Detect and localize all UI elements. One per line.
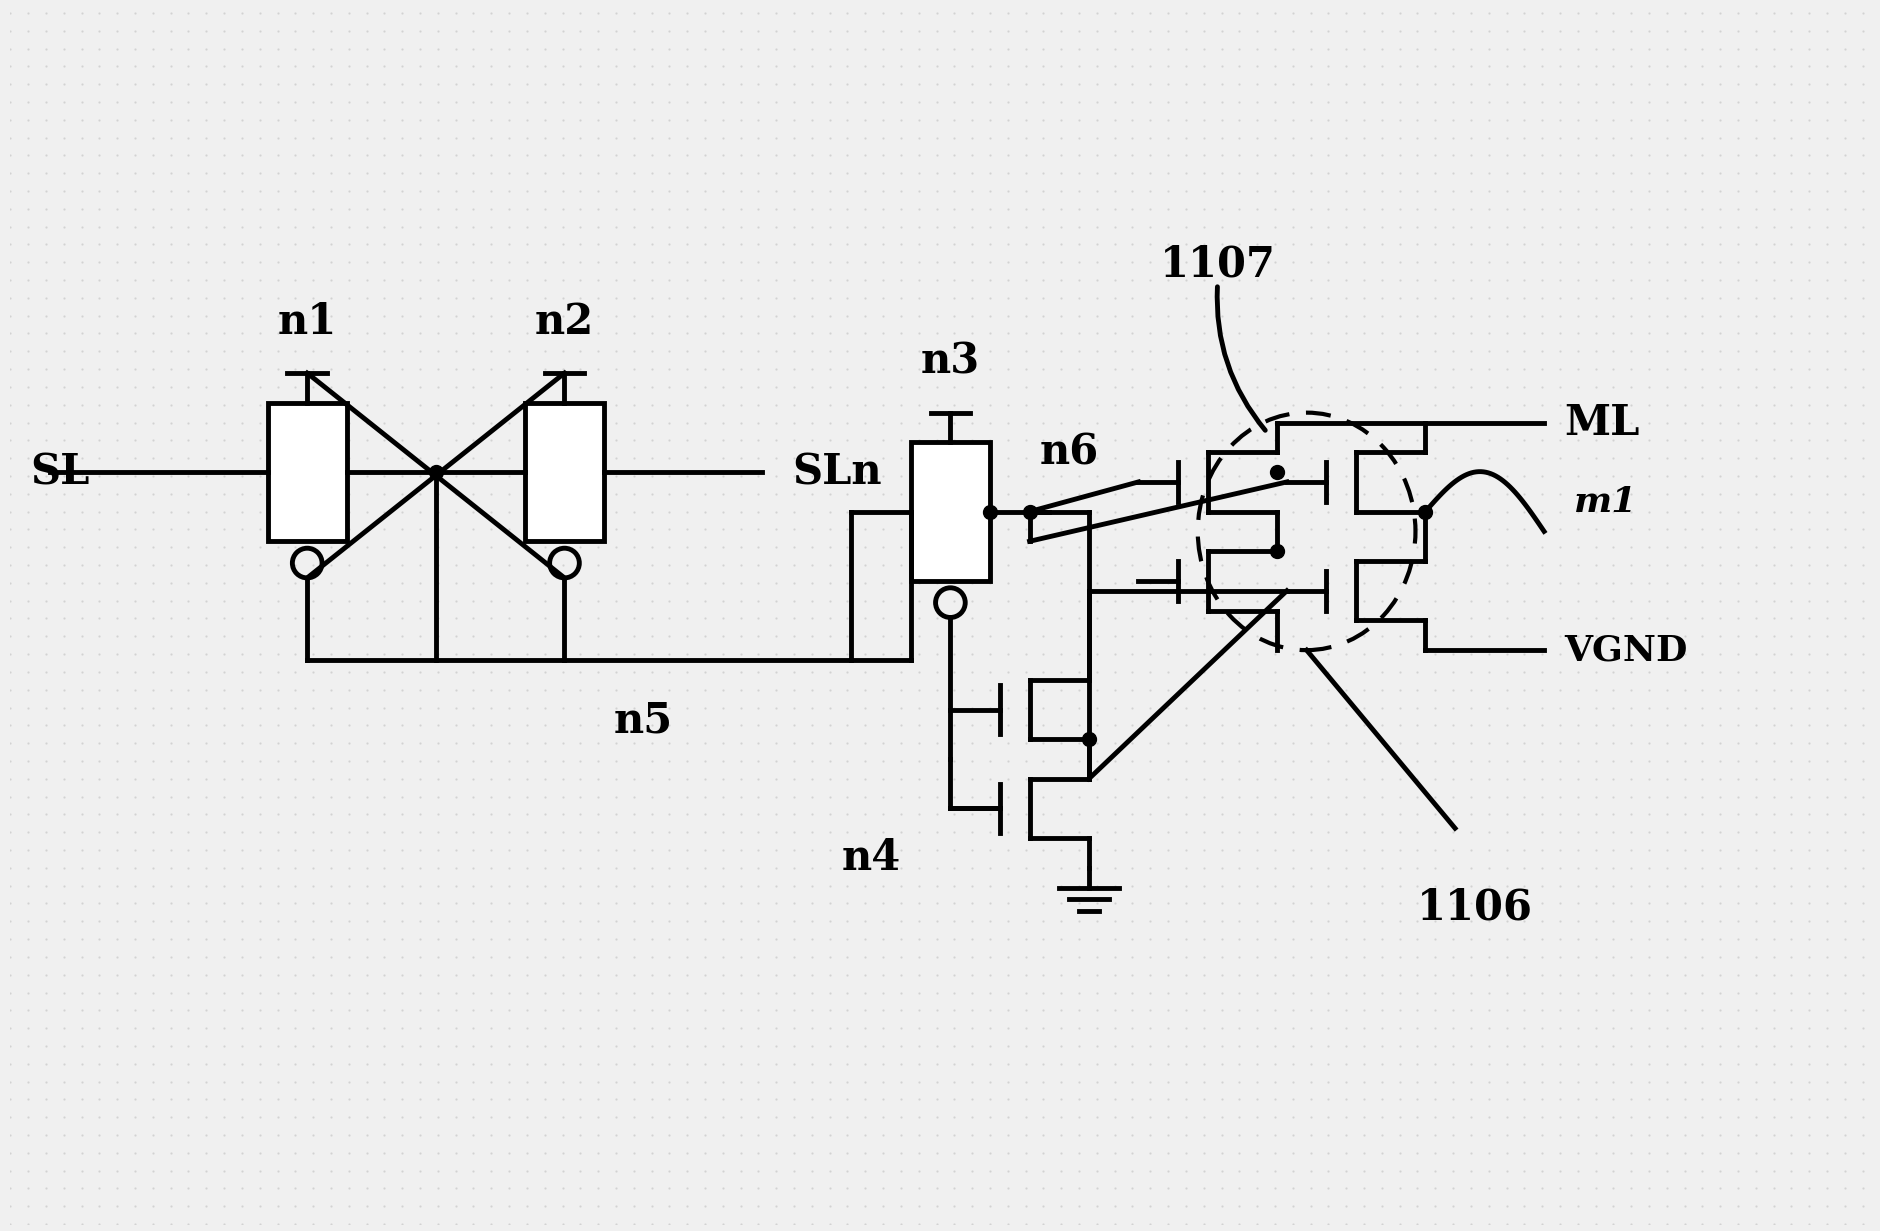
Text: n6: n6: [1040, 431, 1098, 473]
Text: ML: ML: [1562, 401, 1637, 443]
Text: 1106: 1106: [1416, 886, 1532, 928]
Text: VGND: VGND: [1562, 633, 1686, 667]
Bar: [910, 442, 989, 581]
Text: n5: n5: [613, 699, 673, 741]
Text: m1: m1: [1574, 485, 1636, 518]
Bar: [267, 403, 346, 542]
Text: n3: n3: [921, 341, 979, 383]
Text: SL: SL: [30, 451, 90, 494]
Text: n4: n4: [840, 837, 901, 879]
Text: 1107: 1107: [1158, 244, 1275, 286]
Text: n1: n1: [278, 302, 337, 343]
Text: n2: n2: [534, 302, 594, 343]
Bar: [525, 403, 603, 542]
Text: SLn: SLn: [791, 451, 882, 494]
